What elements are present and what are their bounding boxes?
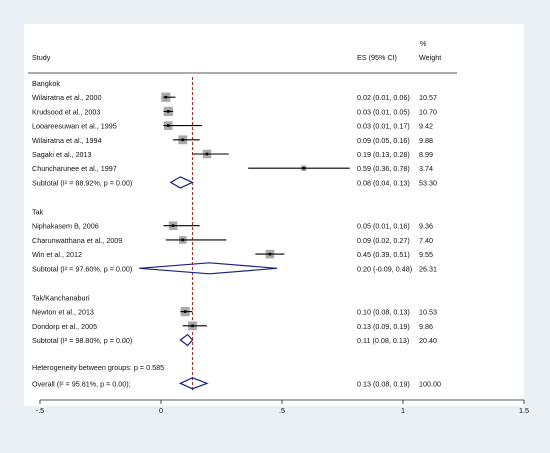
group0-study-point-2: [166, 124, 170, 127]
group0-study-label-1: Krudsood et al., 2003: [32, 107, 100, 116]
group0-study-point-1: [166, 110, 170, 113]
overall-weight: 100.00: [419, 379, 441, 388]
group0-study-weight-1: 10.70: [419, 107, 437, 116]
header-study: Study: [32, 53, 51, 62]
group2-study-ci-0: 0.10 (0.08, 0.13): [357, 308, 410, 317]
group0-study-weight-4: 8.99: [419, 150, 433, 159]
group1-study-point-0: [171, 224, 175, 228]
group1-study-point-1: [181, 238, 185, 242]
group2-subtotal-label: Subtotal (I² = 98.80%, p = 0.00): [32, 336, 132, 345]
group2-subtotal-diamond: [179, 333, 194, 347]
x-tick-label-2: .5: [279, 406, 285, 415]
group0-study-weight-0: 10.57: [419, 93, 437, 102]
group0-study-ci-3: 0.09 (0.05, 0.16): [357, 136, 410, 145]
group0-study-point-5: [302, 166, 306, 170]
group0-study-label-4: Sagaki et al., 2013: [32, 150, 92, 159]
group0-subtotal-label: Subtotal (I² = 88.92%, p = 0.00): [32, 178, 132, 187]
group0-subtotal-diamond: [169, 176, 194, 189]
group1-name: Tak: [32, 208, 44, 217]
group0-study-ci-2: 0.03 (0.01, 0.17): [357, 122, 410, 131]
heterogeneity-text: Heterogeneity between groups: p = 0.585: [32, 363, 164, 372]
group1-study-weight-2: 9.55: [419, 250, 433, 259]
group1-study-ci-0: 0.05 (0.01, 0.16): [357, 222, 410, 231]
group0-name: Bangkok: [32, 79, 60, 88]
header-weight-pct: %: [420, 39, 427, 48]
group1-subtotal-ci: 0.20 (-0.09, 0.48): [357, 264, 412, 273]
group1-study-point-2: [268, 252, 272, 256]
group2-subtotal-ci: 0.11 (0.08, 0.13): [357, 336, 409, 345]
group0-study-point-3: [181, 138, 185, 142]
overall-ci: 0.13 (0.08, 0.19): [357, 379, 410, 388]
group1-study-weight-1: 7.40: [419, 236, 433, 245]
group2-study-weight-0: 10.53: [419, 308, 437, 317]
group2-study-point-0: [183, 310, 187, 313]
group0-study-label-2: Looareesuwan et al., 1995: [32, 122, 117, 131]
group1-subtotal-label: Subtotal (I² = 97.60%, p = 0.00): [32, 264, 132, 273]
group0-subtotal-weight: 53.30: [419, 178, 437, 187]
forest-plot: Study ES (95% CI)% Weight Bangkok Wilairatna…: [24, 24, 529, 415]
group0-study-label-5: Chuncharunee et al., 1997: [32, 164, 117, 173]
group2-subtotal-weight: 20.40: [419, 336, 437, 345]
overall-diamond: [178, 377, 209, 390]
x-tick-label-3: 1: [401, 406, 405, 415]
group1-study-ci-2: 0.45 (0.39, 0.51): [357, 250, 410, 259]
header-weight: Weight: [419, 53, 441, 62]
group0-subtotal-ci: 0.08 (0.04, 0.13): [357, 178, 410, 187]
x-tick-label-4: 1.5: [519, 406, 529, 415]
group2-study-label-0: Newton et al., 2013: [32, 308, 94, 317]
group1-subtotal-weight: 26.31: [419, 264, 437, 273]
group1-study-ci-1: 0.09 (0.02, 0.27): [357, 236, 410, 245]
plot-panel: [24, 24, 524, 406]
group0-study-weight-5: 3.74: [419, 164, 433, 173]
group2-study-weight-1: 9.86: [419, 322, 433, 331]
group1-study-weight-0: 9.36: [419, 222, 433, 231]
group2-name: Tak/Kanchanaburi: [32, 293, 90, 302]
group1-study-label-0: Niphakasem B, 2006: [32, 222, 99, 231]
group0-study-ci-0: 0.02 (0.01, 0.06): [357, 93, 410, 102]
group1-study-label-2: Win et al., 2012: [32, 250, 82, 259]
x-tick-label-0: -.5: [36, 406, 44, 415]
group1-study-label-1: Charunwatthana et al., 2009: [32, 236, 122, 245]
group2-study-point-1: [191, 324, 194, 328]
group0-study-weight-2: 9.42: [419, 122, 433, 131]
group1-subtotal-diamond: [139, 262, 278, 275]
group0-study-ci-5: 0.59 (0.36, 0.78): [357, 164, 410, 173]
group0-study-ci-1: 0.03 (0.01, 0.05): [357, 107, 410, 116]
group2-study-label-1: Dondorp et al., 2005: [32, 322, 97, 331]
group0-study-label-0: Wilairatna et al., 2000: [32, 93, 102, 102]
group0-study-point-4: [205, 152, 209, 156]
group2-study-ci-1: 0.13 (0.09, 0.19): [357, 322, 410, 331]
overall-label: Overall (I² = 95.81%, p = 0.00);: [32, 379, 131, 388]
group0-study-label-3: Wilairatna et al., 1994: [32, 136, 102, 145]
header-es: ES (95% CI): [357, 53, 397, 62]
plot-frame: Study ES (95% CI)% Weight Bangkok Wilairatna…: [8, 8, 541, 445]
group0-study-ci-4: 0.19 (0.13, 0.28): [357, 150, 410, 159]
group0-study-point-0: [164, 95, 168, 99]
x-tick-label-1: 0: [159, 406, 163, 415]
group0-study-weight-3: 9.88: [419, 136, 433, 145]
